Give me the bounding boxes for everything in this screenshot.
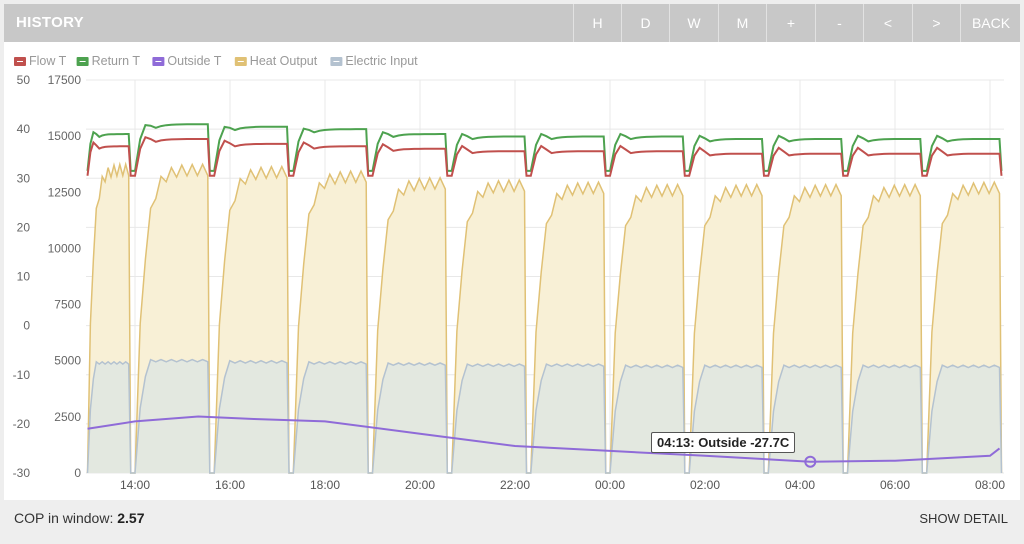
left-tick-label: 30: [17, 171, 31, 185]
flow-temp-line: [86, 135, 1003, 177]
x-tick-label: 04:00: [785, 478, 815, 492]
left-tick-label: 20: [17, 220, 31, 234]
right-tick-label: 10000: [48, 241, 82, 255]
back-button[interactable]: BACK: [960, 4, 1021, 42]
x-tick-label: 14:00: [120, 478, 150, 492]
right-tick-label: 12500: [48, 185, 82, 199]
history-chart[interactable]: 50 40 30 20 10 0 -10 -20 -30 17500 15000 12500 10000…: [4, 42, 1020, 500]
left-tick-label: -20: [13, 417, 31, 431]
x-tick-label: 16:00: [215, 478, 245, 492]
cop-value: 2.57: [117, 510, 145, 526]
legend-entry: Return T: [92, 54, 141, 68]
left-tick-label: 40: [17, 122, 31, 136]
month-button[interactable]: M: [718, 4, 766, 42]
show-detail-button[interactable]: SHOW DETAIL: [919, 511, 1008, 526]
right-tick-label: 2500: [54, 410, 81, 424]
zoom-in-button[interactable]: +: [766, 4, 815, 42]
cop-readout: COP in window: 2.57: [14, 500, 144, 536]
history-header: HISTORY H D W M + - < > BACK: [4, 4, 1020, 42]
legend-entry: Outside T: [167, 54, 221, 68]
legend-entry: Flow T: [29, 54, 67, 68]
electric-input-line: [86, 358, 1003, 474]
week-button[interactable]: W: [669, 4, 718, 42]
page-title: HISTORY: [16, 14, 84, 31]
right-tick-label: 15000: [48, 129, 82, 143]
hour-button[interactable]: H: [573, 4, 621, 42]
x-tick-label: 08:00: [975, 478, 1005, 492]
right-tick-label: 7500: [54, 298, 81, 312]
x-tick-label: 18:00: [310, 478, 340, 492]
left-tick-label: -30: [13, 466, 31, 480]
x-tick-label: 06:00: [880, 478, 910, 492]
right-tick-label: 0: [74, 466, 81, 480]
right-tick-label: 17500: [48, 73, 82, 87]
left-tick-label: -10: [13, 368, 31, 382]
left-tick-label: 0: [23, 319, 30, 333]
left-tick-label: 50: [17, 73, 31, 87]
chart-tooltip: 04:13: Outside -27.7C: [651, 432, 796, 453]
legend-entry: Electric Input: [345, 54, 418, 68]
return-temp-line: [86, 123, 1003, 172]
x-tick-label: 00:00: [595, 478, 625, 492]
outside-temp-line: [87, 415, 1001, 463]
x-tick-label: 02:00: [690, 478, 720, 492]
day-button[interactable]: D: [621, 4, 669, 42]
pan-right-button[interactable]: >: [912, 4, 960, 42]
right-tick-label: 5000: [54, 354, 81, 368]
left-tick-label: 10: [17, 270, 31, 284]
pan-left-button[interactable]: <: [863, 4, 912, 42]
zoom-out-button[interactable]: -: [815, 4, 863, 42]
footer-bar: COP in window: 2.57 SHOW DETAIL: [4, 500, 1020, 540]
x-tick-label: 20:00: [405, 478, 435, 492]
x-tick-label: 22:00: [500, 478, 530, 492]
legend-entry: Heat Output: [250, 54, 318, 68]
cop-label: COP in window:: [14, 510, 114, 526]
hover-marker: [804, 455, 817, 468]
